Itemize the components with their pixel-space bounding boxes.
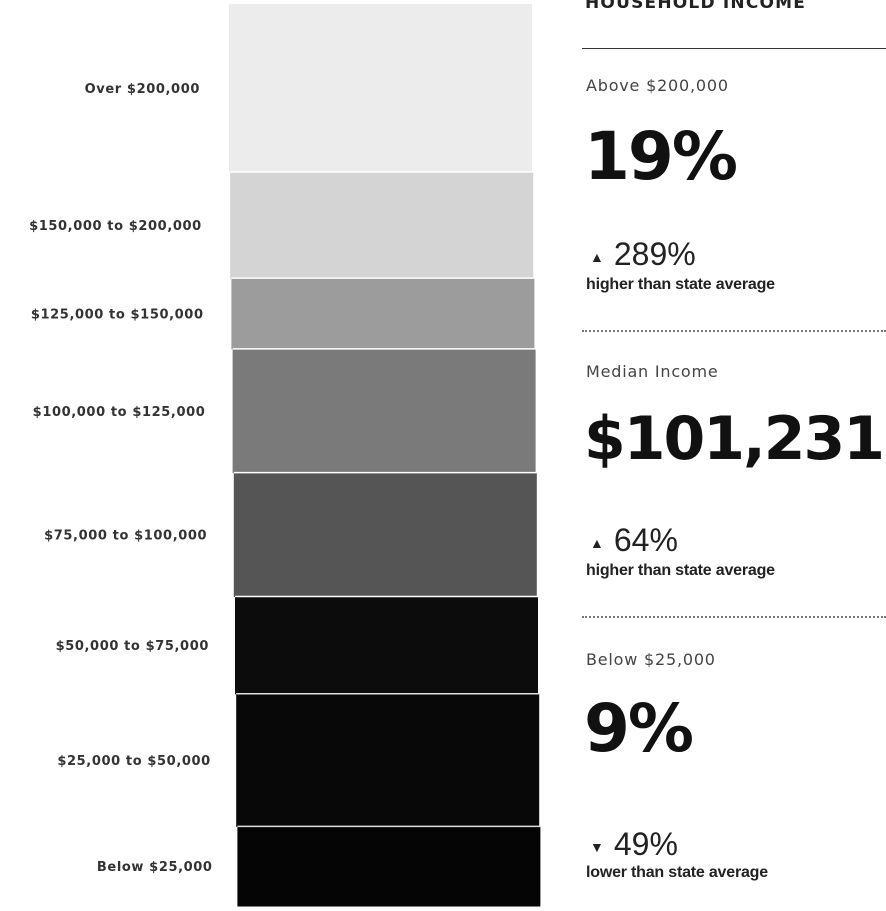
change-value: 64%: [613, 522, 678, 558]
stat-above-200k-value: 19%: [584, 118, 738, 195]
stat-above-200k-caption: Above $200,000: [586, 76, 729, 95]
bracket-label-3: $100,000 to $125,000: [33, 405, 206, 420]
title-divider: [582, 48, 886, 49]
bracket-label-4: $75,000 to $100,000: [44, 529, 207, 544]
bracket-label-6: $25,000 to $50,000: [57, 754, 210, 769]
change-value: 289%: [613, 236, 696, 272]
income-bar-segments: [229, 4, 541, 907]
stat-below-25k-value: 9%: [584, 690, 694, 767]
bracket-label-0: Over $200,000: [85, 82, 200, 97]
panel-title: HOUSEHOLD INCOME: [585, 0, 807, 13]
bar-segment-2: [231, 278, 535, 350]
bracket-label-7: Below $25,000: [97, 860, 213, 875]
bar-segment-0: [229, 4, 532, 173]
bar-segment-1: [230, 172, 534, 279]
bracket-label-1: $150,000 to $200,000: [29, 219, 202, 234]
bracket-label-2: $125,000 to $150,000: [31, 308, 204, 323]
stat-median-income-value: $101,231: [584, 404, 885, 474]
stat-divider: [582, 616, 886, 618]
bar-segment-5: [235, 596, 538, 695]
up-arrow-icon: ▲: [590, 248, 604, 265]
change-value: 49%: [613, 826, 678, 862]
stat-median-income-note: higher than state average: [586, 562, 775, 579]
bar-segment-6: [236, 693, 540, 827]
stat-median-income-caption: Median Income: [586, 362, 719, 381]
bar-segment-3: [232, 348, 536, 474]
stat-below-25k-change: ▼ 49%: [590, 826, 678, 863]
stat-above-200k-change: ▲ 289%: [590, 236, 696, 273]
bracket-label-5: $50,000 to $75,000: [56, 639, 209, 654]
stat-divider: [582, 330, 886, 332]
stat-above-200k-note: higher than state average: [586, 276, 775, 293]
up-arrow-icon: ▲: [590, 534, 604, 551]
stat-below-25k-note: lower than state average: [586, 864, 768, 881]
down-arrow-icon: ▼: [590, 838, 604, 855]
bar-segment-7: [237, 826, 541, 907]
stat-median-income-change: ▲ 64%: [590, 522, 678, 559]
income-bracket-labels: Over $200,000 $150,000 to $200,000 $125,00…: [29, 82, 213, 875]
stat-below-25k-caption: Below $25,000: [586, 650, 716, 669]
bar-segment-4: [233, 472, 537, 597]
